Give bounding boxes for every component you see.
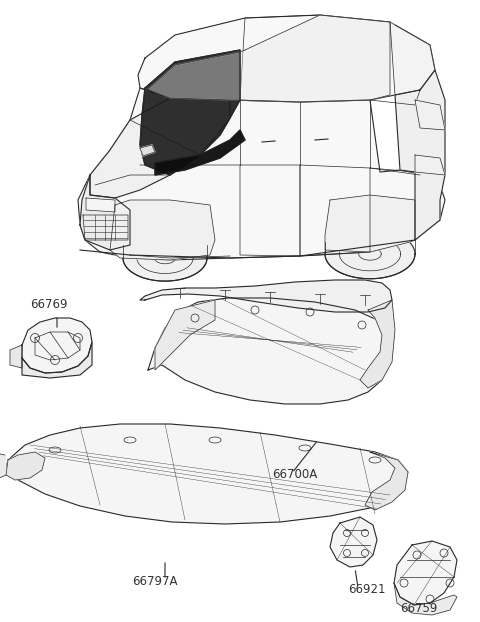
Polygon shape (395, 70, 445, 240)
Polygon shape (148, 298, 392, 404)
Polygon shape (22, 318, 92, 373)
Polygon shape (110, 200, 215, 260)
Polygon shape (360, 300, 395, 388)
Polygon shape (6, 424, 408, 524)
Polygon shape (86, 198, 115, 212)
Polygon shape (394, 541, 457, 605)
Polygon shape (240, 15, 390, 102)
Polygon shape (155, 130, 245, 175)
Text: 66700A: 66700A (272, 468, 317, 481)
Polygon shape (140, 280, 392, 312)
Polygon shape (78, 88, 445, 260)
Text: 66769: 66769 (30, 298, 68, 311)
Polygon shape (394, 583, 457, 615)
Polygon shape (415, 100, 445, 130)
Polygon shape (390, 22, 435, 95)
Polygon shape (325, 195, 415, 252)
Polygon shape (80, 175, 130, 250)
Polygon shape (123, 235, 207, 281)
Polygon shape (415, 155, 445, 175)
Polygon shape (140, 145, 155, 156)
Text: 66797A: 66797A (132, 575, 178, 588)
Polygon shape (90, 98, 230, 198)
Polygon shape (325, 230, 415, 279)
Polygon shape (365, 452, 408, 510)
Text: 66759: 66759 (400, 602, 437, 615)
Polygon shape (330, 517, 377, 567)
Text: 66921: 66921 (348, 583, 385, 596)
Polygon shape (155, 300, 215, 370)
Polygon shape (6, 452, 45, 480)
Polygon shape (0, 452, 6, 480)
Polygon shape (140, 50, 240, 175)
Polygon shape (22, 342, 92, 378)
Polygon shape (145, 52, 240, 100)
Polygon shape (138, 15, 435, 102)
Polygon shape (10, 345, 22, 368)
